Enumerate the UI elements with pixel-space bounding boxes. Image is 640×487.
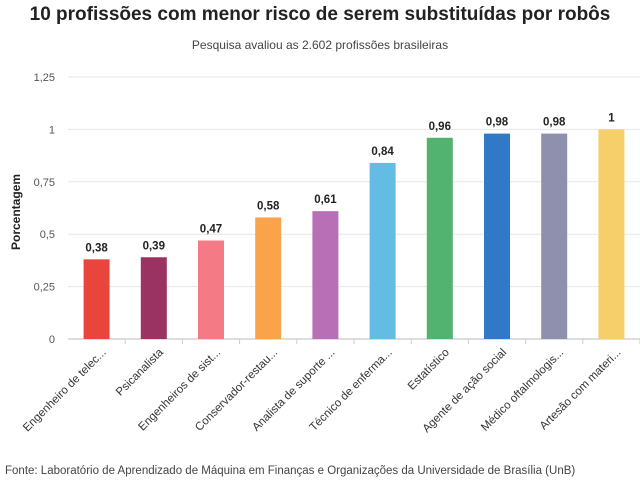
x-tick-label: Engenheiro de telec... xyxy=(21,347,109,435)
bar xyxy=(598,129,625,339)
data-label: 0,98 xyxy=(486,117,509,129)
data-label: 0,61 xyxy=(314,194,337,206)
chart-title: 10 profissões com menor risco de serem s… xyxy=(29,4,611,25)
bar xyxy=(312,211,339,339)
y-tick-label: 1 xyxy=(49,124,55,136)
y-tick-label: 0,5 xyxy=(40,229,55,241)
bar xyxy=(369,162,396,339)
y-tick-label: 0,25 xyxy=(34,282,55,294)
bar xyxy=(426,137,453,339)
data-label: 1 xyxy=(608,112,615,124)
x-tick-label: Psicanalista xyxy=(114,346,166,398)
bar xyxy=(541,133,568,339)
data-label: 0,98 xyxy=(543,117,566,129)
x-tick-label: Estatístico xyxy=(406,347,452,393)
bar xyxy=(140,257,167,339)
data-label: 0,96 xyxy=(429,121,451,133)
x-axis-ticks: Engenheiro de telec... PsicanalistaEngenh… xyxy=(21,339,640,435)
bars xyxy=(83,129,625,339)
bar xyxy=(198,240,224,339)
data-label: 0,58 xyxy=(257,200,280,212)
data-label: 0,38 xyxy=(85,242,108,254)
chart-subtitle: Pesquisa avaliou as 2.602 profissões bra… xyxy=(191,38,449,52)
bar xyxy=(255,217,282,339)
y-tick-label: 0,75 xyxy=(34,177,55,189)
data-label: 0,39 xyxy=(143,240,165,252)
source-note: Fonte: Laboratório de Aprendizado de Máq… xyxy=(5,465,576,477)
bar xyxy=(484,133,510,339)
bar xyxy=(83,259,110,339)
y-tick-label: 1,25 xyxy=(34,72,55,84)
data-label: 0,47 xyxy=(200,223,222,235)
y-axis-title: Porcentagem xyxy=(9,174,23,250)
data-labels: 0,38 0,39 0,47 0,58 0,61 0,84 0,96 0,98 0,98 1 xyxy=(85,112,615,254)
y-axis-ticks: 0 0,25 0,5 0,75 1 1,25 xyxy=(34,72,55,346)
y-tick-label: 0 xyxy=(49,334,55,346)
data-label: 0,84 xyxy=(371,146,394,158)
